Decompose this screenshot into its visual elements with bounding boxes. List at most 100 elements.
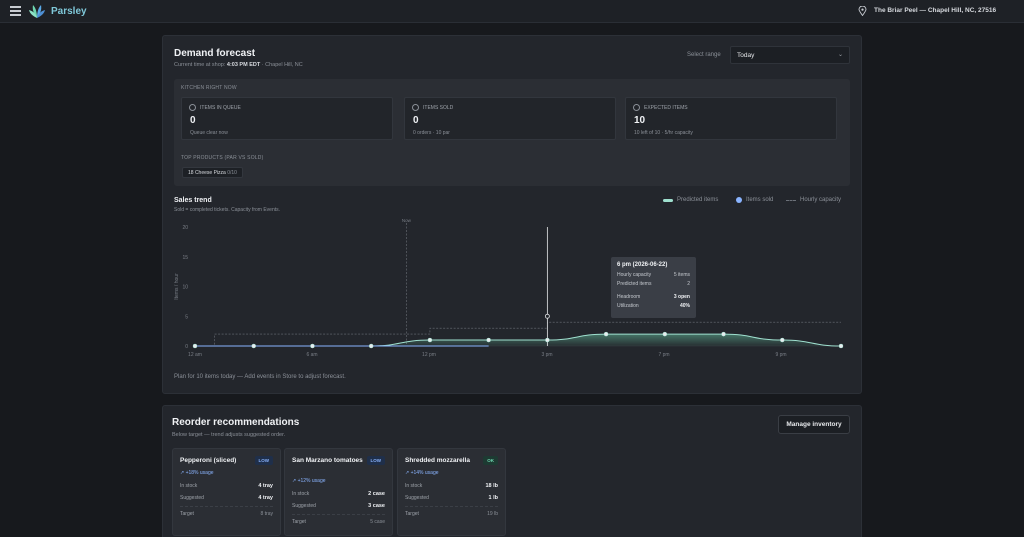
in-stock-row: In stock 4 tray xyxy=(180,483,273,489)
stat-value: 0 xyxy=(190,115,196,126)
capacity-line xyxy=(195,321,841,347)
range-value: Today xyxy=(737,52,755,59)
predicted-point xyxy=(721,331,726,337)
kitchen-panel: KITCHEN RIGHT NOW ITEMS IN QUEUE 0 Queue… xyxy=(174,79,850,186)
usage-trend: ↗ +14% usage xyxy=(405,470,439,476)
top-product-name: 18 Cheese Pizza xyxy=(188,170,226,176)
legend-sold[interactable]: Items sold xyxy=(736,197,773,203)
y-tick-label: 10 xyxy=(182,285,188,291)
tooltip-row-utilization: Utilization 40% xyxy=(617,303,690,309)
kitchen-title: KITCHEN RIGHT NOW xyxy=(181,85,237,91)
x-tick-label: 3 pm xyxy=(541,352,552,358)
y-tick-label: 15 xyxy=(182,255,188,261)
reorder-item-san-marzano[interactable]: San Marzano tomatoes LOW ↗ +12% usage In… xyxy=(284,448,393,536)
predicted-point xyxy=(780,337,785,343)
tooltip-row-predicted: Predicted items 2 xyxy=(617,281,690,287)
reorder-subtitle: Below target — trend adjusts suggested o… xyxy=(172,432,286,438)
predicted-point xyxy=(368,343,374,349)
in-stock-row: In stock 18 lb xyxy=(405,483,498,489)
demand-forecast-title: Demand forecast xyxy=(174,48,256,59)
legend-capacity[interactable]: Hourly capacity xyxy=(786,197,841,203)
clock-icon xyxy=(412,104,419,111)
range-label: Select range xyxy=(687,52,721,58)
suggested-row: Suggested 1 lb xyxy=(405,495,498,501)
predicted-point xyxy=(251,343,256,349)
predicted-point xyxy=(192,343,198,349)
predicted-point xyxy=(545,337,550,343)
top-product-chip[interactable]: 18 Cheese Pizza 0/10 xyxy=(182,167,243,178)
status-badge: LOW xyxy=(254,456,273,465)
predicted-point xyxy=(310,343,315,349)
suggested-row: Suggested 4 tray xyxy=(180,495,273,501)
gauge-icon xyxy=(633,104,640,111)
divider xyxy=(292,514,385,515)
range-select[interactable]: Today ⌄ xyxy=(730,46,850,64)
stat-note: 0 orders · 10 par xyxy=(413,130,450,136)
menu-icon[interactable] xyxy=(10,6,21,16)
reorder-title: Reorder recommendations xyxy=(172,417,300,428)
status-badge: LOW xyxy=(366,456,385,465)
predicted-swatch xyxy=(663,198,673,202)
y-tick-label: 0 xyxy=(185,344,188,350)
y-tick-label: 20 xyxy=(182,225,188,231)
stat-value: 10 xyxy=(634,115,646,126)
time-value: 4:03 PM EDT xyxy=(226,62,261,68)
tooltip-title: 6 pm (2026-06-22) xyxy=(617,262,668,268)
sales-trend-chart[interactable]: 0 5 10 15 20 Items / hour 12 am 6 am 12 pm 3 pm 7 … xyxy=(162,215,862,365)
capacity-swatch xyxy=(786,199,796,201)
tooltip-row-capacity: Hourly capacity 5 items xyxy=(617,272,690,278)
legend-predicted[interactable]: Predicted items xyxy=(663,197,718,203)
sold-swatch xyxy=(736,197,742,203)
item-name: Shredded mozzarella xyxy=(405,457,471,464)
x-tick-label: 12 am xyxy=(188,352,202,358)
predicted-point xyxy=(427,337,433,343)
item-name: San Marzano tomatoes xyxy=(292,457,363,464)
target-row: Target 19 lb xyxy=(405,511,498,517)
x-tick-label: 6 am xyxy=(306,352,317,358)
top-products-title: TOP PRODUCTS (PAR VS SOLD) xyxy=(181,155,264,161)
x-tick-label: 7 pm xyxy=(658,352,669,358)
current-time-line: Current time at shop: 4:03 PM EDT · Chap… xyxy=(174,62,303,68)
time-prefix: Current time at shop: xyxy=(174,62,226,68)
stat-note: 10 left of 10 · 5/hr capacity xyxy=(634,130,693,136)
divider xyxy=(405,506,498,507)
stat-label: ITEMS IN QUEUE xyxy=(200,105,241,111)
stat-expected-items: EXPECTED ITEMS 10 10 left of 10 · 5/hr c… xyxy=(625,97,837,140)
legend-sold-label: Items sold xyxy=(746,197,774,203)
predicted-point xyxy=(662,331,668,337)
reorder-item-mozzarella[interactable]: Shredded mozzarella OK ↗ +14% usage In s… xyxy=(397,448,506,536)
parsley-logo-icon xyxy=(29,5,45,18)
suggested-row: Suggested 3 case xyxy=(292,503,385,509)
y-tick-label: 5 xyxy=(185,314,188,320)
y-axis-label: Items / hour xyxy=(174,273,180,300)
chart-tooltip: 6 pm (2026-06-22) Hourly capacity 5 items… xyxy=(611,257,696,318)
legend-predicted-label: Predicted items xyxy=(677,197,719,203)
manage-inventory-button[interactable]: Manage inventory xyxy=(778,415,850,434)
brand-name[interactable]: Parsley xyxy=(51,6,87,17)
predicted-point xyxy=(603,331,609,337)
sales-trend-title: Sales trend xyxy=(174,197,212,204)
chevron-down-icon: ⌄ xyxy=(837,52,843,58)
plan-note: Plan for 10 items today — Add events in … xyxy=(174,374,346,380)
usage-trend: ↗ +18% usage xyxy=(180,470,214,476)
stat-label: ITEMS SOLD xyxy=(423,105,454,111)
hover-capacity-point xyxy=(544,313,550,319)
predicted-point xyxy=(486,337,491,343)
status-badge: OK xyxy=(483,456,498,465)
usage-trend: ↗ +12% usage xyxy=(292,478,326,484)
target-row: Target 5 case xyxy=(292,519,385,525)
store-location[interactable]: The Briar Peel — Chapel Hill, NC, 27516 xyxy=(874,7,997,14)
now-label: Now xyxy=(402,218,412,223)
stat-note: Queue clear now xyxy=(190,130,228,136)
location-pin-icon xyxy=(858,6,867,16)
x-tick-label: 12 pm xyxy=(422,352,436,358)
target-row: Target 8 tray xyxy=(180,511,273,517)
reorder-item-pepperoni[interactable]: Pepperoni (sliced) LOW ↗ +18% usage In s… xyxy=(172,448,281,536)
legend-capacity-label: Hourly capacity xyxy=(800,197,842,203)
time-suffix: · Chapel Hill, NC xyxy=(261,62,303,68)
divider xyxy=(180,506,273,507)
queue-icon xyxy=(189,104,196,111)
predicted-point xyxy=(838,343,844,349)
stat-items-in-queue: ITEMS IN QUEUE 0 Queue clear now xyxy=(181,97,393,140)
top-product-ratio: 0/10 xyxy=(227,170,237,176)
